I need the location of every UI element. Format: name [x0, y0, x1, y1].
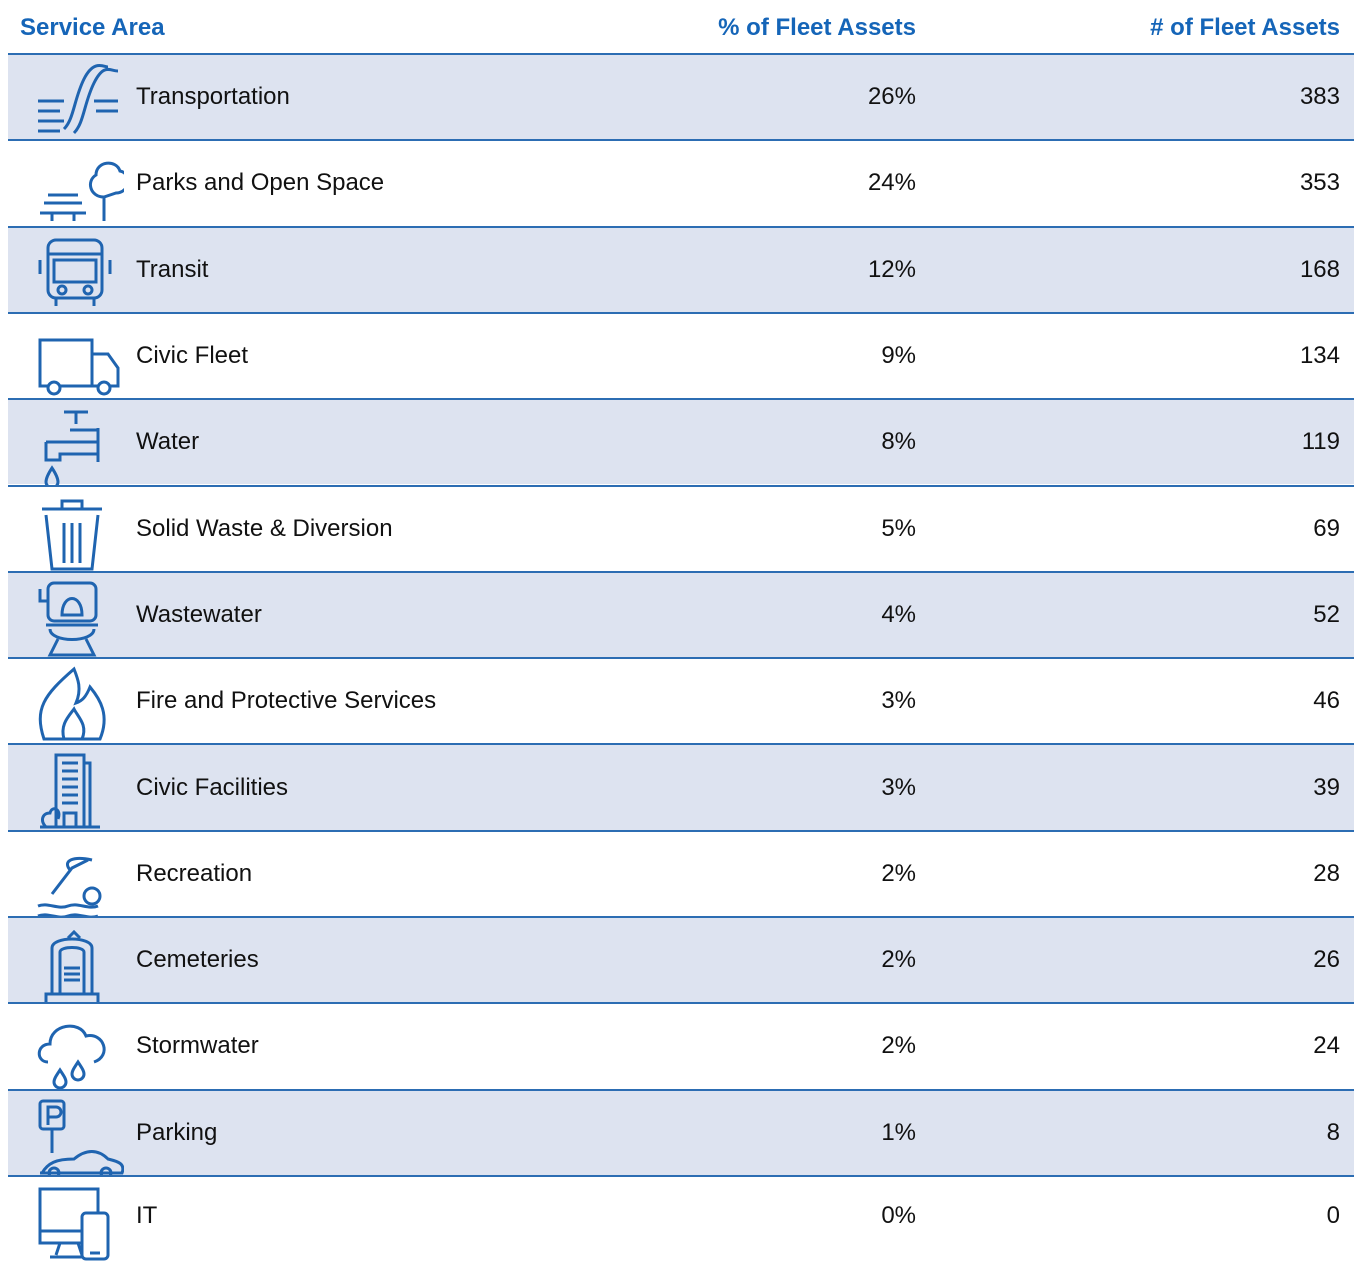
row-icon	[38, 666, 106, 741]
service-area: Wastewater	[136, 600, 262, 628]
header-count: # of Fleet Assets	[1150, 14, 1340, 41]
header-service-area: Service Area	[20, 14, 165, 41]
percent-of-fleet: 8%	[881, 428, 916, 456]
service-area: IT	[136, 1201, 158, 1229]
table-row: Stormwater 2% 24	[8, 1002, 1354, 1090]
service-area: Parks and Open Space	[136, 169, 385, 197]
row-icon	[38, 1187, 110, 1261]
fleet-count: 69	[1313, 514, 1340, 542]
percent-of-fleet: 26%	[867, 83, 916, 111]
fleet-count: 353	[1299, 169, 1340, 197]
percent-of-fleet: 2%	[881, 946, 916, 974]
fleet-count: 134	[1299, 342, 1340, 370]
percent-of-fleet: 4%	[881, 600, 916, 628]
percent-of-fleet: 2%	[881, 859, 916, 887]
table-row: IT 0% 0	[8, 1174, 1354, 1261]
percent-of-fleet: 3%	[881, 773, 916, 801]
service-area: Transportation	[136, 83, 290, 111]
service-area: Civic Facilities	[136, 773, 289, 801]
table-row: Solid Waste & Diversion 5% 69	[8, 484, 1354, 571]
header-percent: % of Fleet Assets	[718, 14, 916, 41]
fleet-count: 24	[1313, 1032, 1340, 1060]
fleet-count: 46	[1313, 687, 1340, 715]
table-row: Water 8% 119	[8, 398, 1354, 487]
row-icon	[38, 64, 119, 135]
row-icon	[44, 929, 100, 1004]
percent-of-fleet: 0%	[881, 1201, 916, 1229]
row-icon	[38, 581, 98, 657]
table-row: Transportation 26% 383	[8, 53, 1354, 140]
percent-of-fleet: 1%	[881, 1118, 916, 1146]
table-row: Civic Facilities 3% 39	[8, 743, 1354, 830]
table-row: Cemeteries 2% 26	[8, 916, 1354, 1004]
fleet-count: 0	[1326, 1201, 1340, 1229]
row-icon	[37, 856, 102, 918]
service-area: Water	[136, 428, 200, 456]
percent-of-fleet: 24%	[867, 169, 916, 197]
fleet-count: 168	[1299, 255, 1340, 283]
service-area: Transit	[136, 255, 209, 283]
table-row: Civic Fleet 9% 134	[8, 311, 1354, 398]
table-row: Transit 12% 168	[8, 225, 1354, 312]
table-row: Wastewater 4% 52	[8, 570, 1354, 658]
table-row: Parks and Open Space 24% 353	[8, 139, 1354, 225]
table-row: Parking 1% 8	[8, 1088, 1354, 1177]
row-icon	[38, 238, 112, 306]
percent-of-fleet: 9%	[881, 342, 916, 370]
table-row: Recreation 2% 28	[8, 829, 1354, 918]
fleet-count: 39	[1313, 773, 1340, 801]
row-icon	[37, 1024, 106, 1090]
row-icon	[40, 753, 100, 829]
percent-of-fleet: 12%	[867, 255, 916, 283]
service-area: Parking	[136, 1118, 218, 1146]
fleet-count: 26	[1313, 946, 1340, 974]
row-icon	[38, 338, 120, 396]
service-area: Solid Waste & Diversion	[136, 514, 393, 542]
row-icon	[40, 162, 124, 222]
service-area: Recreation	[136, 859, 253, 887]
service-area: Fire and Protective Services	[136, 687, 437, 715]
percent-of-fleet: 5%	[881, 514, 916, 542]
fleet-count: 52	[1313, 600, 1340, 628]
fleet-count: 28	[1313, 859, 1340, 887]
row-icon	[44, 410, 100, 487]
row-icon	[38, 1099, 124, 1177]
fleet-count: 119	[1301, 428, 1340, 456]
table-row: Fire and Protective Services 3% 46	[8, 657, 1354, 743]
percent-of-fleet: 2%	[881, 1032, 916, 1060]
service-area: Civic Fleet	[136, 342, 249, 370]
percent-of-fleet: 3%	[881, 687, 916, 715]
fleet-count: 383	[1299, 83, 1340, 111]
fleet-count: 8	[1326, 1118, 1340, 1146]
row-icon	[42, 499, 102, 570]
service-area: Stormwater	[136, 1032, 259, 1060]
service-area: Cemeteries	[136, 946, 259, 974]
